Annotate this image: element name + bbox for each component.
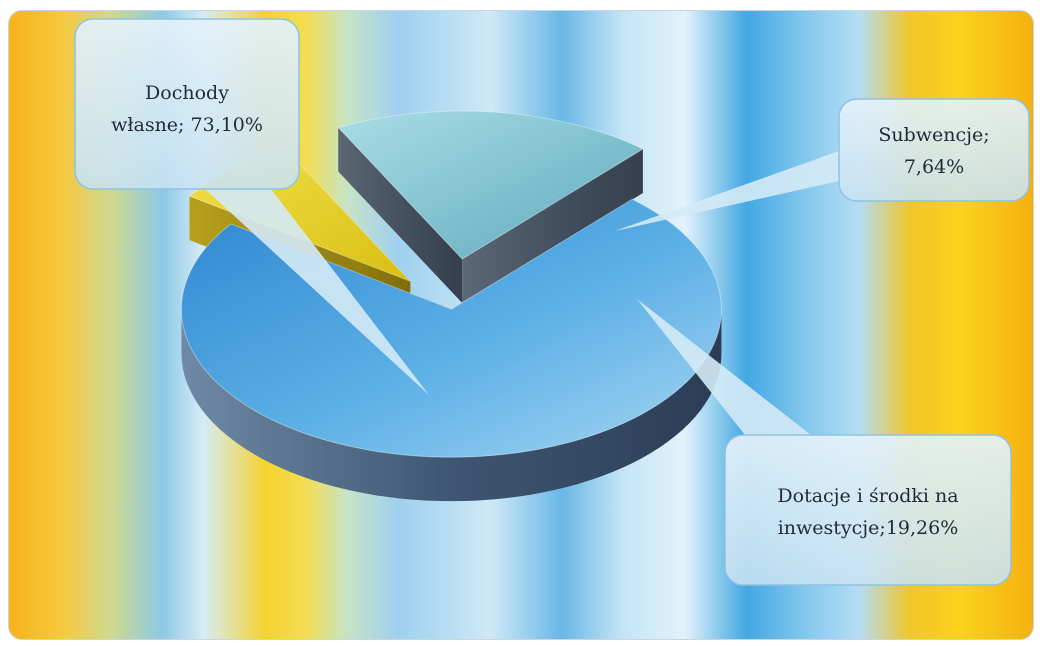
pie-slice-wall: [338, 127, 463, 303]
data-label-dochody-wlasne: Dochody własne; 73,10%: [74, 18, 429, 395]
pie-slice-top: [337, 110, 644, 260]
data-label-text: Dochody: [145, 82, 229, 104]
callout-box: [74, 18, 300, 190]
chart-frame: Dochody własne; 73,10% Subwencje; 7,64% Dota…: [8, 10, 1034, 640]
data-label-text: własne; 73,10%: [111, 114, 263, 136]
callout-box: [838, 98, 1030, 202]
data-label-text: Dotacje i środki na: [777, 485, 958, 507]
pie-slice-side: [181, 309, 722, 502]
pie-slice-wall: [462, 149, 643, 303]
callout-pointer: [205, 189, 429, 395]
data-label-text: Subwencje;: [878, 124, 989, 146]
data-label-text: 7,64%: [904, 156, 964, 178]
pie-chart: Dochody własne; 73,10% Subwencje; 7,64% Dota…: [74, 18, 1030, 586]
data-label-text: inwestycje;19,26%: [778, 517, 959, 539]
callout-pointer: [615, 151, 839, 231]
callout-pointer: [637, 299, 811, 435]
data-label-dotacje-i-srodki-na-inwestycje: Dotacje i środki na inwestycje;19,26%: [637, 299, 1012, 586]
data-label-subwencje: Subwencje; 7,64%: [615, 98, 1030, 231]
pie-slice-dotacje-i-srodki-na-inwestycje: [337, 110, 644, 303]
callout-box: [724, 434, 1012, 586]
